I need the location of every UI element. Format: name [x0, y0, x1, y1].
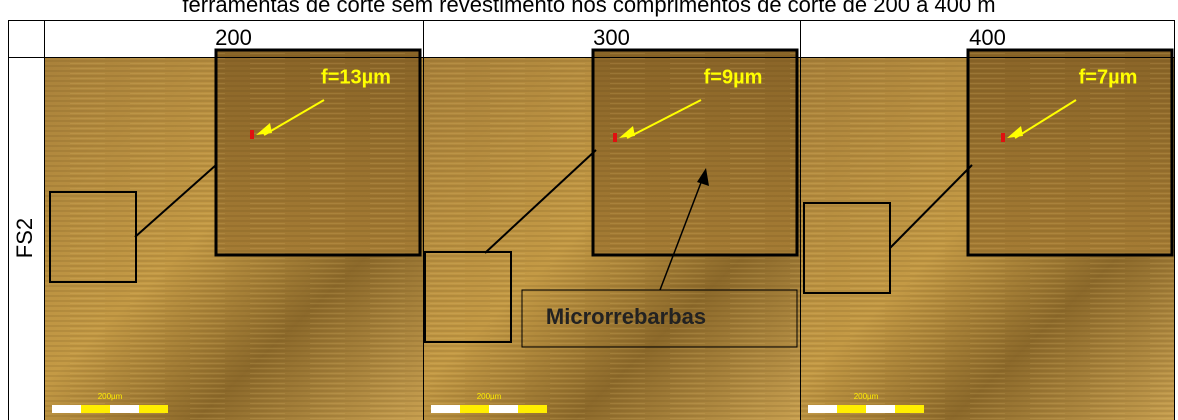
scale-bar-segment: [866, 405, 895, 413]
figure: ferramentas de corte sem revestimento no…: [0, 0, 1178, 420]
column-header: 400: [969, 25, 1006, 50]
annotation: Microrrebarbas: [546, 304, 706, 329]
defect-mark: [613, 133, 617, 142]
defect-mark: [250, 130, 254, 139]
scale-label: 200µm: [98, 392, 123, 401]
scale-bar-segment: [460, 405, 489, 413]
column-header: 200: [215, 25, 252, 50]
panels: f=13µm 200µm f=9µm 200µm Microrrebarbas f=7µm…: [44, 50, 1175, 420]
scale-label: 200µm: [477, 392, 502, 401]
caption: ferramentas de corte sem revestimento no…: [182, 0, 995, 17]
inset-label: f=9µm: [704, 66, 763, 88]
column-header: 300: [593, 25, 630, 50]
scale-bar-segment: [489, 405, 518, 413]
inset-striations: [968, 50, 1172, 255]
scale-bar-segment: [808, 405, 837, 413]
inset-striations: [593, 50, 797, 255]
scale-bar-segment: [431, 405, 460, 413]
scale-bar-segment: [895, 405, 924, 413]
defect-mark: [1001, 133, 1005, 142]
scale-bar-segment: [837, 405, 866, 413]
scale-bar-segment: [139, 405, 168, 413]
row-label: FS2: [12, 218, 37, 258]
scale-label: 200µm: [854, 392, 879, 401]
scale-bar-segment: [81, 405, 110, 413]
scale-bar-segment: [518, 405, 547, 413]
scale-bar-segment: [52, 405, 81, 413]
inset-label: f=7µm: [1079, 66, 1138, 88]
inset-label: f=13µm: [321, 66, 391, 88]
scale-bar-segment: [110, 405, 139, 413]
